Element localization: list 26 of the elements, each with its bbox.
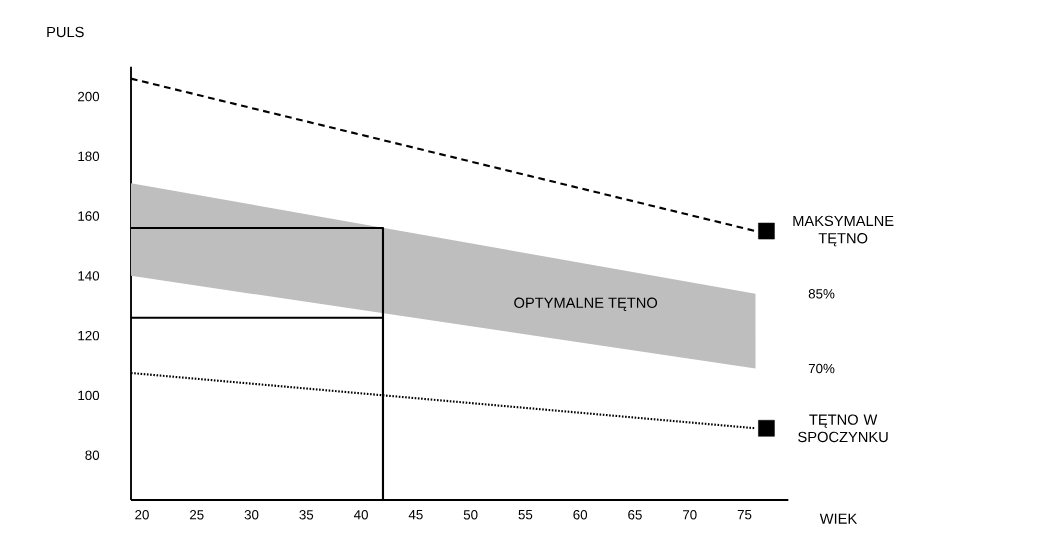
x-tick-label: 45 xyxy=(408,510,423,520)
annotation: OPTYMALNE TĘTNO xyxy=(514,297,658,311)
series-label: TĘTNO W SPOCZYNKU xyxy=(798,414,888,443)
y-tick-label: 140 xyxy=(78,271,100,281)
x-tick-label: 60 xyxy=(573,510,588,520)
x-tick-label: 75 xyxy=(737,510,752,520)
x-tick-label: 55 xyxy=(518,510,533,520)
y-tick-label: 180 xyxy=(78,151,100,162)
y-tick-label: 100 xyxy=(78,390,100,401)
x-tick-label: 25 xyxy=(189,510,204,520)
text: 70% xyxy=(808,363,835,374)
x-axis-title: WIEK xyxy=(819,513,858,524)
series-label: MAKSYMALNE TĘTNO xyxy=(793,215,894,247)
y-tick-label: 160 xyxy=(78,211,100,221)
x-tick-label: 65 xyxy=(628,510,642,520)
y-tick-label: 200 xyxy=(78,91,100,102)
y-axis-title: PULS xyxy=(47,26,84,38)
x-tick-label: 30 xyxy=(244,510,259,520)
y-tick-label: 80 xyxy=(85,450,100,460)
x-tick-label: 70 xyxy=(683,510,697,520)
x-tick-label: 35 xyxy=(299,510,314,520)
text: 85% xyxy=(808,289,835,299)
y-tick-label: 120 xyxy=(78,330,100,341)
x-tick-label: 40 xyxy=(353,510,368,520)
x-tick-label: 20 xyxy=(135,510,149,520)
x-tick-label: 50 xyxy=(463,510,478,520)
